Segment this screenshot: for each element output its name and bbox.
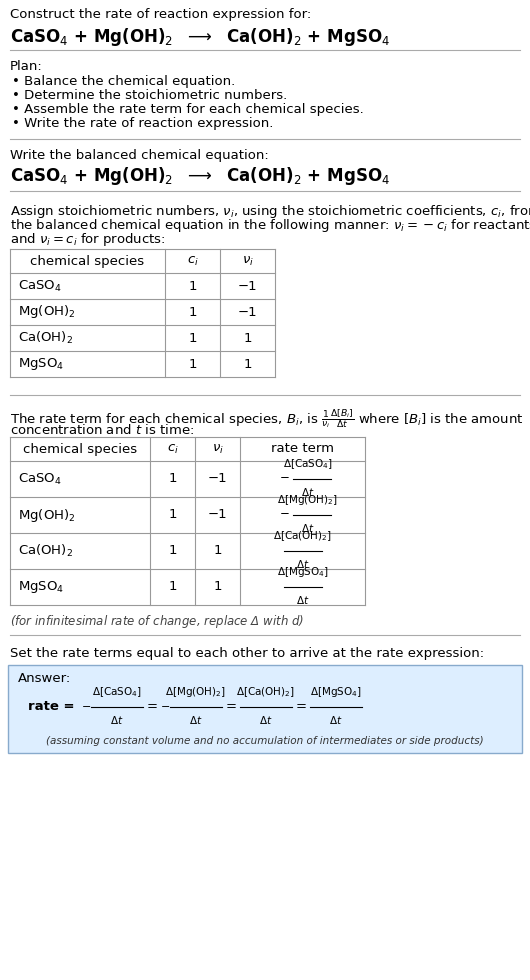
Text: MgSO$_4$: MgSO$_4$ — [18, 579, 64, 595]
Text: $\nu_i$: $\nu_i$ — [211, 442, 224, 456]
Text: and $\nu_i = c_i$ for products:: and $\nu_i = c_i$ for products: — [10, 231, 165, 248]
Text: Plan:: Plan: — [10, 60, 43, 73]
Text: Answer:: Answer: — [18, 672, 71, 685]
Text: −: − — [82, 702, 91, 712]
Text: rate term: rate term — [271, 443, 334, 456]
Text: • Balance the chemical equation.: • Balance the chemical equation. — [12, 75, 235, 88]
Text: 1: 1 — [168, 472, 176, 485]
Text: CaSO$_4$ + Mg(OH)$_2$  $\longrightarrow$  Ca(OH)$_2$ + MgSO$_4$: CaSO$_4$ + Mg(OH)$_2$ $\longrightarrow$ … — [10, 26, 390, 48]
Text: $\Delta$[MgSO$_4$]: $\Delta$[MgSO$_4$] — [277, 565, 329, 579]
Text: $\Delta t$: $\Delta t$ — [110, 714, 123, 726]
Text: $\Delta t$: $\Delta t$ — [189, 714, 203, 726]
Text: Set the rate terms equal to each other to arrive at the rate expression:: Set the rate terms equal to each other t… — [10, 647, 484, 660]
Text: 1: 1 — [168, 545, 176, 558]
Text: Mg(OH)$_2$: Mg(OH)$_2$ — [18, 507, 76, 523]
Text: (assuming constant volume and no accumulation of intermediates or side products): (assuming constant volume and no accumul… — [46, 736, 484, 746]
Text: $\Delta$[Mg(OH)$_2$]: $\Delta$[Mg(OH)$_2$] — [277, 493, 338, 507]
Text: The rate term for each chemical species, $B_i$, is $\frac{1}{\nu_i}\frac{\Delta[: The rate term for each chemical species,… — [10, 407, 524, 430]
Text: $\Delta$[Mg(OH)$_2$]: $\Delta$[Mg(OH)$_2$] — [165, 685, 226, 699]
Text: 1: 1 — [213, 545, 222, 558]
Text: 1: 1 — [168, 580, 176, 594]
Text: $c_i$: $c_i$ — [187, 255, 198, 268]
Text: 1: 1 — [188, 279, 197, 292]
Text: $\Delta t$: $\Delta t$ — [296, 594, 309, 606]
Text: =: = — [147, 701, 158, 713]
Text: 1: 1 — [188, 358, 197, 370]
Text: $\Delta t$: $\Delta t$ — [296, 558, 309, 570]
Text: Ca(OH)$_2$: Ca(OH)$_2$ — [18, 543, 73, 559]
Text: $\Delta t$: $\Delta t$ — [301, 486, 314, 498]
Text: Assign stoichiometric numbers, $\nu_i$, using the stoichiometric coefficients, $: Assign stoichiometric numbers, $\nu_i$, … — [10, 203, 530, 220]
Text: Ca(OH)$_2$: Ca(OH)$_2$ — [18, 330, 73, 346]
Text: $\Delta$[MgSO$_4$]: $\Delta$[MgSO$_4$] — [310, 685, 362, 699]
Text: $\Delta t$: $\Delta t$ — [259, 714, 273, 726]
Text: $\Delta t$: $\Delta t$ — [329, 714, 343, 726]
Text: $\Delta$[CaSO$_4$]: $\Delta$[CaSO$_4$] — [92, 685, 142, 699]
Text: CaSO$_4$ + Mg(OH)$_2$  $\longrightarrow$  Ca(OH)$_2$ + MgSO$_4$: CaSO$_4$ + Mg(OH)$_2$ $\longrightarrow$ … — [10, 165, 390, 187]
Text: $c_i$: $c_i$ — [166, 442, 179, 456]
Text: $\nu_i$: $\nu_i$ — [242, 255, 253, 268]
Text: $\Delta t$: $\Delta t$ — [301, 522, 314, 534]
Text: −1: −1 — [208, 509, 227, 521]
Text: =: = — [296, 701, 307, 713]
Text: −1: −1 — [208, 472, 227, 485]
Text: CaSO$_4$: CaSO$_4$ — [18, 278, 61, 294]
Text: chemical species: chemical species — [23, 443, 137, 456]
Text: −: − — [161, 702, 170, 712]
Text: Mg(OH)$_2$: Mg(OH)$_2$ — [18, 304, 76, 320]
Text: Write the balanced chemical equation:: Write the balanced chemical equation: — [10, 149, 269, 162]
FancyBboxPatch shape — [8, 665, 522, 753]
Text: the balanced chemical equation in the following manner: $\nu_i = -c_i$ for react: the balanced chemical equation in the fo… — [10, 217, 530, 234]
Text: 1: 1 — [243, 358, 252, 370]
Text: • Assemble the rate term for each chemical species.: • Assemble the rate term for each chemic… — [12, 103, 364, 116]
Text: $\Delta$[Ca(OH)$_2$]: $\Delta$[Ca(OH)$_2$] — [236, 685, 296, 699]
Text: rate =: rate = — [28, 701, 79, 713]
Text: Construct the rate of reaction expression for:: Construct the rate of reaction expressio… — [10, 8, 311, 21]
Text: • Determine the stoichiometric numbers.: • Determine the stoichiometric numbers. — [12, 89, 287, 102]
Text: (for infinitesimal rate of change, replace Δ with $d$): (for infinitesimal rate of change, repla… — [10, 613, 304, 630]
Text: concentration and $t$ is time:: concentration and $t$ is time: — [10, 423, 194, 437]
Text: chemical species: chemical species — [30, 255, 145, 268]
Text: 1: 1 — [168, 509, 176, 521]
Text: 1: 1 — [213, 580, 222, 594]
Text: 1: 1 — [188, 331, 197, 345]
Text: $\Delta$[Ca(OH)$_2$]: $\Delta$[Ca(OH)$_2$] — [273, 529, 332, 543]
Text: • Write the rate of reaction expression.: • Write the rate of reaction expression. — [12, 117, 273, 130]
Text: −: − — [279, 471, 289, 484]
Text: $\Delta$[CaSO$_4$]: $\Delta$[CaSO$_4$] — [282, 458, 332, 471]
Text: =: = — [226, 701, 237, 713]
Text: CaSO$_4$: CaSO$_4$ — [18, 471, 61, 486]
Text: −: − — [279, 508, 289, 520]
Text: −1: −1 — [237, 306, 257, 318]
Text: 1: 1 — [188, 306, 197, 318]
Text: 1: 1 — [243, 331, 252, 345]
Text: MgSO$_4$: MgSO$_4$ — [18, 356, 64, 372]
Text: −1: −1 — [237, 279, 257, 292]
